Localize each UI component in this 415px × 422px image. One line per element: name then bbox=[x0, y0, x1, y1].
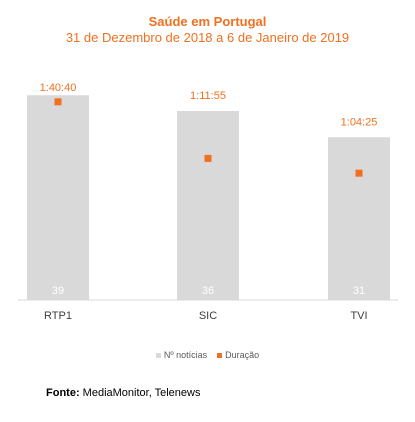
bar-value-label: 31 bbox=[353, 285, 365, 297]
duration-marker bbox=[54, 98, 62, 106]
bar-tvi bbox=[328, 137, 390, 300]
duration-label: 1:04:25 bbox=[341, 116, 378, 128]
legend-label-duration: Duração bbox=[225, 350, 260, 360]
x-tick-label: RTP1 bbox=[44, 310, 72, 322]
source-label: Fonte: bbox=[46, 387, 80, 399]
legend-label-count: Nº notícias bbox=[163, 350, 208, 360]
x-tick-label: TVI bbox=[350, 310, 367, 322]
chart: 39 RTP1 1:40:40 36 SIC 1:11:55 31 TVI 1:04:25 bbox=[18, 82, 398, 322]
chart-title: Saúde em Portugal bbox=[148, 14, 267, 29]
x-tick-label: SIC bbox=[199, 310, 217, 322]
duration-marker bbox=[204, 154, 212, 162]
legend-swatch-count bbox=[155, 352, 161, 358]
legend-item-duration: Duração bbox=[217, 350, 259, 360]
duration-marker bbox=[355, 169, 363, 177]
duration-label: 1:40:40 bbox=[40, 82, 77, 94]
source-text: MediaMonitor, Telenews bbox=[82, 387, 201, 399]
bar-sic bbox=[177, 111, 239, 300]
bar-rtp1 bbox=[27, 95, 89, 300]
source-note: Fonte: MediaMonitor, Telenews bbox=[46, 387, 200, 399]
bar-value-label: 39 bbox=[52, 285, 64, 297]
bar-value-label: 36 bbox=[202, 285, 214, 297]
chart-subtitle: 31 de Dezembro de 2018 a 6 de Janeiro de… bbox=[65, 30, 350, 45]
legend: Nº notícias Duração bbox=[0, 350, 415, 360]
legend-swatch-duration bbox=[217, 352, 223, 358]
legend-item-count: Nº notícias bbox=[155, 350, 208, 360]
duration-label: 1:11:55 bbox=[190, 90, 226, 102]
